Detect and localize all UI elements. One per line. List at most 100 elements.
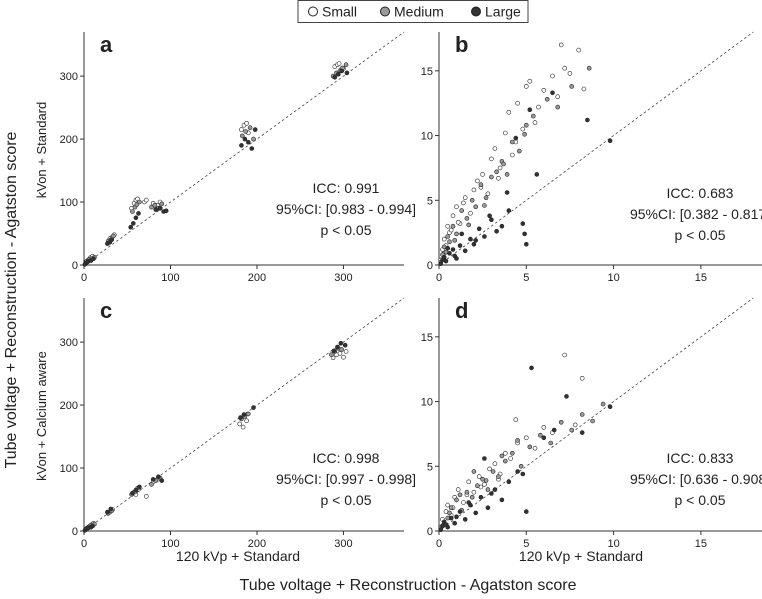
point-small: [492, 461, 498, 467]
point-large: [239, 143, 244, 148]
point-medium: [450, 223, 456, 229]
point-medium: [464, 489, 470, 495]
point-large: [504, 190, 510, 195]
x-tick-label: 200: [248, 538, 266, 550]
panel-a-pvalue: p < 0.05: [321, 222, 372, 238]
panel-b: 0 5 10 15 0 5 10 15 b ICC: 0.683 95%CI: [0.382 - 0…: [421, 31, 762, 284]
legend: Small Medium Large: [297, 0, 529, 23]
point-large: [551, 427, 557, 433]
point-medium: [530, 113, 536, 119]
point-small: [497, 165, 503, 171]
x-tick-label: 300: [334, 538, 352, 550]
point-large: [473, 238, 479, 243]
panel-c: 0 100 200 300 0 100 200 300 c ICC: 0.998 95%CI: [0…: [60, 297, 416, 550]
point-large: [534, 172, 540, 177]
point-medium: [159, 201, 165, 207]
point-large: [492, 487, 498, 492]
point-large: [579, 430, 585, 435]
point-small: [343, 349, 349, 354]
point-small: [482, 482, 487, 487]
panel-b-identity-line: [438, 31, 754, 266]
point-large: [163, 208, 169, 214]
point-large: [489, 491, 494, 496]
point-small: [520, 126, 526, 132]
point-large: [150, 477, 156, 482]
point-small: [579, 375, 585, 381]
x-tick-label: 0: [436, 538, 442, 550]
panel-c-identity-line: [83, 297, 405, 532]
point-medium: [247, 125, 253, 130]
point-medium: [448, 505, 454, 511]
point-large: [482, 456, 487, 461]
global-x-title: Tube voltage + Reconstruction - Agatston…: [240, 577, 577, 594]
x-tick-label: 0: [436, 272, 442, 284]
point-large: [438, 527, 444, 533]
y-tick-label: 0: [72, 260, 78, 272]
point-medium: [490, 469, 496, 474]
point-large: [462, 517, 468, 522]
point-medium: [149, 204, 154, 210]
point-large: [457, 509, 463, 514]
point-medium: [246, 411, 251, 417]
point-medium: [501, 161, 506, 167]
point-large: [441, 254, 447, 260]
y-tick-label: 200: [60, 134, 78, 146]
x-tick-label: 15: [695, 272, 707, 284]
point-large: [585, 117, 590, 123]
point-large: [331, 348, 337, 354]
point-medium: [130, 209, 135, 214]
point-large: [520, 221, 526, 226]
point-large: [478, 494, 484, 500]
y-tick-label: 5: [427, 195, 433, 207]
point-small: [144, 494, 149, 499]
x-tick-label: 15: [695, 538, 707, 550]
point-small: [244, 418, 249, 424]
point-medium: [502, 458, 508, 464]
point-small: [475, 178, 480, 184]
global-y-title: Tube voltage + Reconstruction - Agatston…: [3, 131, 20, 468]
point-medium: [459, 208, 465, 213]
point-large: [466, 500, 472, 505]
panel-c-pvalue: p < 0.05: [321, 492, 372, 508]
panel-d: 0 5 10 15 0 5 10 15 d ICC: 0.833 95%CI: [0.636 - 0…: [421, 297, 762, 550]
panel-b-icc: ICC: 0.683: [667, 185, 734, 201]
point-medium: [523, 122, 529, 128]
point-large: [242, 136, 248, 142]
point-large: [249, 146, 255, 151]
point-medium: [509, 450, 515, 456]
x-tick-label: 5: [523, 538, 529, 550]
point-small: [532, 445, 538, 451]
point-medium: [555, 104, 561, 110]
point-small: [532, 120, 538, 125]
point-large: [476, 226, 482, 232]
point-medium: [473, 204, 479, 210]
point-small: [567, 71, 573, 76]
panel-letter-c: c: [100, 298, 112, 323]
point-medium: [464, 216, 470, 221]
point-small: [572, 422, 578, 428]
point-small: [496, 176, 501, 181]
point-large: [90, 523, 95, 529]
point-small: [527, 78, 533, 84]
point-large: [133, 215, 139, 221]
point-large: [109, 237, 114, 243]
point-small: [550, 73, 555, 79]
point-large: [332, 75, 338, 80]
point-medium: [527, 444, 533, 450]
point-large: [335, 71, 341, 77]
point-large: [506, 208, 512, 213]
y-tick-label: 10: [421, 131, 433, 143]
point-medium: [515, 438, 520, 443]
point-medium: [447, 510, 452, 516]
point-large: [108, 506, 114, 512]
panel-d-pvalue: p < 0.05: [675, 492, 726, 508]
point-small: [502, 130, 508, 136]
point-large: [529, 365, 534, 371]
point-medium: [494, 169, 499, 175]
point-large: [153, 207, 159, 212]
point-medium: [483, 478, 489, 483]
point-large: [252, 127, 258, 132]
point-small: [240, 424, 246, 430]
legend-marker-small: [308, 6, 318, 17]
